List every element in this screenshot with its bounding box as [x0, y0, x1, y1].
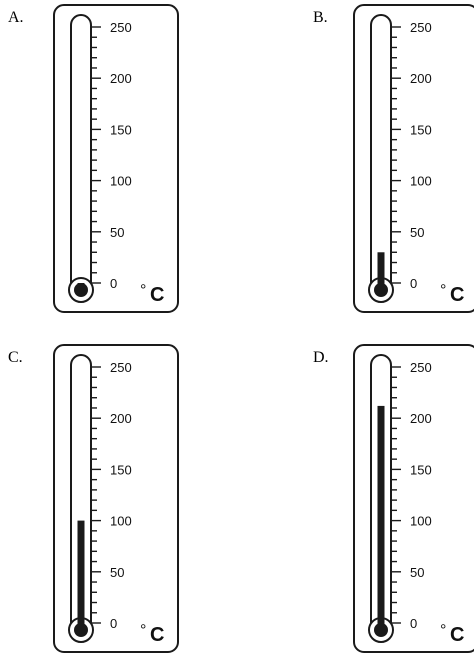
tick-label: 150 [110, 462, 132, 477]
tick-label: 100 [410, 174, 432, 189]
tick-label: 150 [410, 462, 432, 477]
degree-symbol: ° [140, 282, 146, 299]
bulb-fluid [74, 623, 88, 637]
option-label: C. [8, 349, 23, 366]
bulb-fluid [374, 623, 388, 637]
fluid-column [77, 520, 85, 626]
fluid-column [377, 405, 385, 626]
thermometer-tube [70, 14, 92, 291]
degree-symbol: ° [440, 282, 446, 299]
thermometer-frame [53, 4, 179, 313]
bulb-fluid [374, 283, 388, 297]
bulb-fluid [74, 283, 88, 297]
tick-label: 200 [410, 411, 432, 426]
tick-label: 0 [410, 276, 417, 291]
tick-label: 200 [110, 411, 132, 426]
tick-label: 250 [410, 360, 432, 375]
thermometer-tube [70, 354, 92, 631]
thermometer-tube [370, 14, 392, 291]
option-label: D. [313, 349, 329, 366]
tick-label: 50 [110, 225, 124, 240]
thermometer-option: D. 0 50 100 150 200 250 ° C [313, 344, 474, 653]
tick-label: 50 [410, 225, 424, 240]
thermometer-option: C. 0 50 100 150 200 250 ° C [8, 344, 179, 653]
tick-label: 200 [110, 71, 132, 86]
unit-label: C [450, 624, 464, 646]
unit-label: C [150, 624, 164, 646]
tick-label: 0 [410, 616, 417, 631]
thermometer-frame [353, 344, 474, 653]
unit-label: C [450, 284, 464, 306]
thermometer-tube [370, 354, 392, 631]
tick-label: 100 [110, 174, 132, 189]
tick-label: 0 [110, 616, 117, 631]
tick-label: 50 [110, 565, 124, 580]
tick-label: 50 [410, 565, 424, 580]
option-label: B. [313, 9, 328, 26]
unit-label: C [150, 284, 164, 306]
tick-label: 250 [110, 20, 132, 35]
tick-label: 150 [410, 122, 432, 137]
degree-symbol: ° [440, 622, 446, 639]
tick-label: 150 [110, 122, 132, 137]
tick-label: 200 [410, 71, 432, 86]
tick-label: 100 [110, 514, 132, 529]
degree-symbol: ° [140, 622, 146, 639]
thermometer-option: B. 0 50 100 150 200 250 ° C [313, 4, 474, 313]
tick-label: 0 [110, 276, 117, 291]
thermometer-frame [353, 4, 474, 313]
thermometer-frame [53, 344, 179, 653]
tick-label: 250 [110, 360, 132, 375]
fluid-column [377, 252, 385, 286]
fluid-column [77, 283, 85, 286]
tick-label: 250 [410, 20, 432, 35]
tick-label: 100 [410, 514, 432, 529]
thermometer-option: A. 0 50 100 150 200 250 ° C [8, 4, 179, 313]
option-label: A. [8, 9, 24, 26]
